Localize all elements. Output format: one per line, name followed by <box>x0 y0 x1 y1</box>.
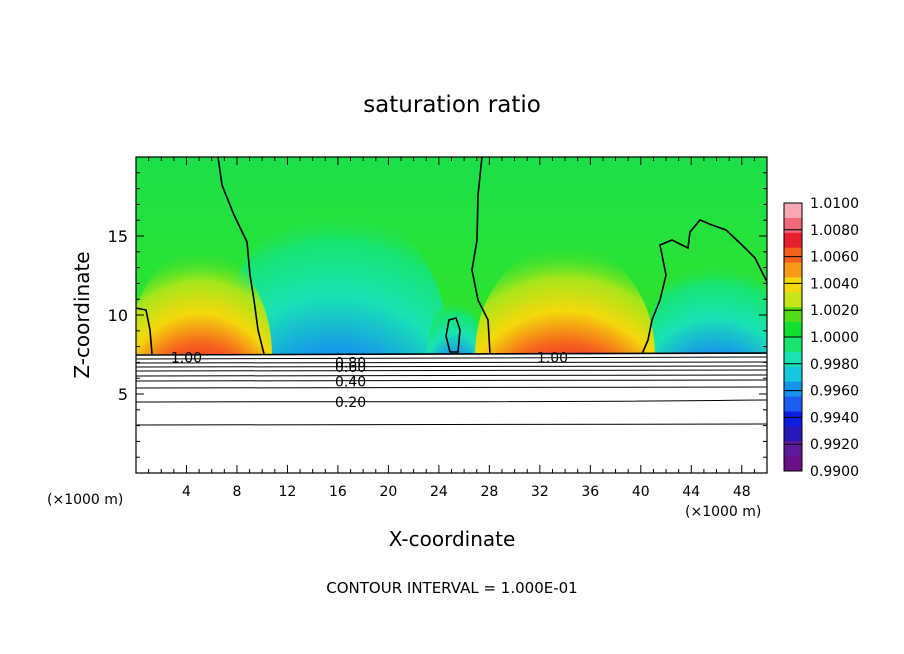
colorbar-label: 1.0020 <box>810 303 859 319</box>
contour-line-100-b <box>471 157 491 355</box>
colorbar-label: 1.0060 <box>810 250 859 266</box>
colorbar-swatch <box>784 396 802 412</box>
lower-contours <box>136 356 767 426</box>
colorbar-label: 1.0100 <box>810 196 859 212</box>
colorbar-swatch <box>784 337 802 353</box>
contour-label: 0.40 <box>335 374 366 390</box>
colorbar-swatch <box>784 366 802 383</box>
colorbar-swatch <box>784 247 802 264</box>
colorbar: 1.0100 1.0080 1.0060 1.0040 1.0020 1.0000 0.99… <box>783 196 859 480</box>
x-tick-label: 4 <box>182 484 191 500</box>
colorbar-swatch <box>784 351 802 368</box>
contour-label: 0.80 <box>335 355 366 371</box>
contour-line-100-a <box>217 157 265 355</box>
colorbar-swatch <box>784 217 802 234</box>
colorbar-swatch <box>784 232 802 249</box>
y-tick-label: 15 <box>108 227 128 246</box>
x-tick-label: 28 <box>480 484 498 500</box>
chart-title: saturation ratio <box>363 92 541 118</box>
x-tick-label: 36 <box>581 484 599 500</box>
x-unit-left: (×1000 m) <box>47 492 123 508</box>
colorbar-label: 1.0000 <box>810 330 859 346</box>
colorbar-swatch <box>784 262 802 278</box>
colorbar-label: 0.9960 <box>810 384 859 400</box>
colorbar-swatch <box>784 203 802 219</box>
contour-label: 1.00 <box>171 351 202 367</box>
x-tick-label: 40 <box>632 484 650 500</box>
colorbar-label: 0.9920 <box>810 437 859 453</box>
y-tick-label: 5 <box>118 385 128 404</box>
y-tick-label: 10 <box>108 306 128 325</box>
x-tick-label: 8 <box>232 484 241 500</box>
colorbar-label: 1.0080 <box>810 223 859 239</box>
colorbar-swatch <box>784 322 802 338</box>
x-tick-label: 24 <box>430 484 448 500</box>
contour-interval-note: CONTOUR INTERVAL = 1.000E-01 <box>326 579 577 597</box>
colorbar-swatch <box>784 307 802 323</box>
y-axis-label: Z-coordinate <box>70 251 94 378</box>
x-tick-label: 16 <box>329 484 347 500</box>
x-tick-label: 32 <box>531 484 549 500</box>
contour-line-100-d <box>136 307 153 355</box>
colorbar-swatch <box>784 381 802 398</box>
contour-label: 0.20 <box>335 395 366 411</box>
x-axis-label: X-coordinate <box>389 527 516 551</box>
colorbar-swatch <box>784 426 802 442</box>
colorbar-swatch <box>784 292 802 308</box>
x-axis-ticks: 4 8 12 16 20 24 28 32 36 40 44 48 <box>148 157 755 500</box>
x-tick-label: 12 <box>279 484 297 500</box>
contour-line-100-base <box>136 352 767 356</box>
x-unit-right: (×1000 m) <box>685 504 761 520</box>
x-tick-label: 20 <box>379 484 397 500</box>
heatmap-field <box>136 157 767 473</box>
colorbar-swatch <box>784 411 802 427</box>
contour-loop-100 <box>445 317 461 353</box>
contour-line-100-c <box>641 219 767 355</box>
contour-labels: 1.00 1.00 0.800.600.40 0.20 <box>171 351 568 411</box>
colorbar-label: 0.9900 <box>810 464 859 480</box>
x-tick-label: 48 <box>733 484 751 500</box>
contour-label: 1.00 <box>537 351 568 367</box>
colorbar-swatch <box>784 277 802 293</box>
x-tick-label: 44 <box>682 484 700 500</box>
colorbar-label: 0.9940 <box>810 410 859 426</box>
colorbar-swatch <box>784 441 802 457</box>
colorbar-label: 0.9980 <box>810 357 859 373</box>
colorbar-label: 1.0040 <box>810 276 859 292</box>
lower-layer <box>136 354 767 473</box>
y-axis-ticks: 5 10 15 <box>108 172 767 458</box>
contour-label: 0.60 <box>335 360 366 376</box>
colorbar-swatch <box>784 456 802 472</box>
